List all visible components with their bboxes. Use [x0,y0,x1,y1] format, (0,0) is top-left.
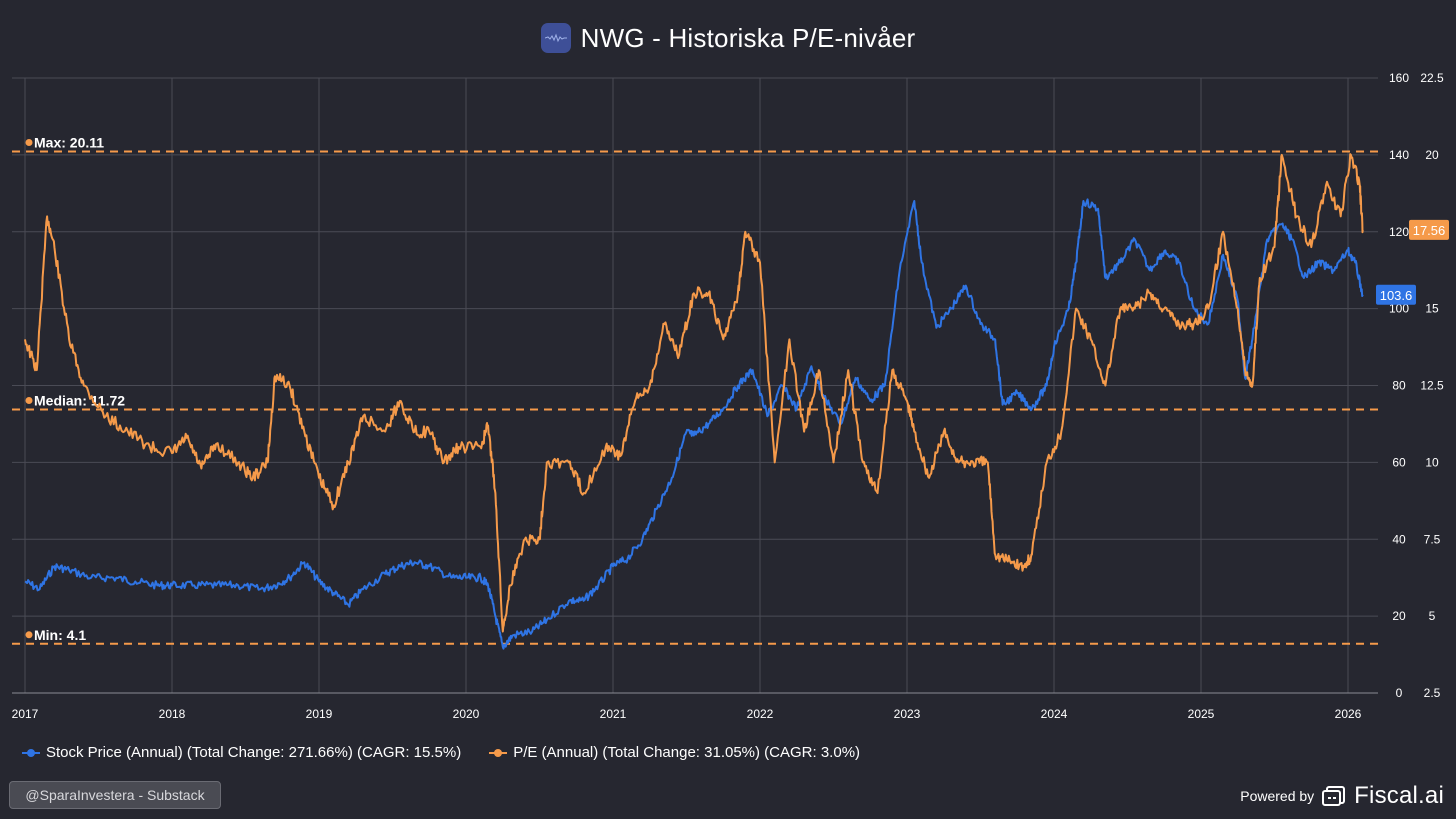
legend-item-price[interactable]: Stock Price (Annual) (Total Change: 271.… [22,744,461,761]
x-tick-label: 2025 [1188,707,1215,721]
y-right-tick-label: 7.5 [1424,532,1441,546]
ref-dot [25,396,33,404]
x-tick-label: 2020 [453,707,480,721]
legend-line-icon [489,746,508,760]
price-series-line [24,198,1364,650]
ref-label: Min: 4.1 [34,627,86,643]
y-right-tick-label: 2.5 [1424,686,1441,700]
x-tick-label: 2017 [12,707,39,721]
last-value-badges: 17.56 103.6 [1376,219,1449,305]
legend: Stock Price (Annual) (Total Change: 271.… [22,744,860,761]
y-right-tick-label: 10 [1425,455,1439,469]
reference-lines: Max: 20.11 Median: 11.72 Min: 4.1 [12,134,1378,645]
pe-series-line [24,153,1364,633]
y-right-tick-label: 22.5 [1420,71,1444,85]
axis-labels: 2017 2018 2019 2020 2021 2022 2023 2024 2025 2026… [12,71,1444,721]
y-left-tick-label: 100 [1389,302,1409,316]
x-tick-label: 2021 [600,707,627,721]
y-left-tick-label: 80 [1392,379,1406,393]
ref-dot [25,631,33,639]
y-left-tick-label: 40 [1392,532,1406,546]
grid-lines [12,77,1378,694]
y-right-tick-label: 15 [1425,302,1439,316]
price-last-value: 103.6 [1380,288,1413,303]
legend-label-pe: P/E (Annual) (Total Change: 31.05%) (CAG… [513,744,861,761]
y-left-tick-label: 0 [1396,686,1403,700]
x-tick-label: 2026 [1335,707,1362,721]
ref-label: Max: 20.11 [34,134,104,150]
x-tick-label: 2022 [747,707,774,721]
powered-by: Powered by Fiscal.ai [1240,782,1444,810]
pe-last-badge [1409,219,1449,240]
ref-label: Median: 11.72 [34,392,125,408]
x-tick-label: 2023 [894,707,921,721]
x-tick-label: 2018 [159,707,186,721]
x-tick-label: 2024 [1041,707,1068,721]
y-left-tick-label: 20 [1392,609,1406,623]
fiscal-logo-icon [1322,786,1346,806]
y-left-tick-label: 140 [1389,148,1409,162]
chart-title: NWG - Historiska P/E-nivåer [580,22,916,53]
y-left-tick-label: 60 [1392,455,1406,469]
powered-by-label: Powered by [1240,788,1315,804]
fiscal-brand-name: Fiscal.ai [1354,782,1444,809]
ref-dot [25,138,33,146]
x-tick-label: 2019 [306,707,333,721]
pe-last-value: 17.56 [1413,223,1446,238]
y-right-tick-label: 20 [1425,148,1439,162]
series-lines [24,153,1364,650]
y-right-tick-label: 5 [1429,609,1436,623]
y-left-tick-label: 120 [1389,225,1409,239]
legend-line-icon [22,746,40,760]
y-right-tick-label: 12.5 [1420,379,1444,393]
chart-title-bar: NWG - Historiska P/E-nivåer [0,18,1456,58]
legend-label-price: Stock Price (Annual) (Total Change: 271.… [46,744,462,761]
credit-badge: @SparaInvestera - Substack [9,781,221,809]
company-logo-icon [540,23,571,53]
price-last-badge [1376,284,1416,305]
legend-item-pe[interactable]: P/E (Annual) (Total Change: 31.05%) (CAG… [489,744,860,761]
y-left-tick-label: 160 [1389,71,1409,85]
